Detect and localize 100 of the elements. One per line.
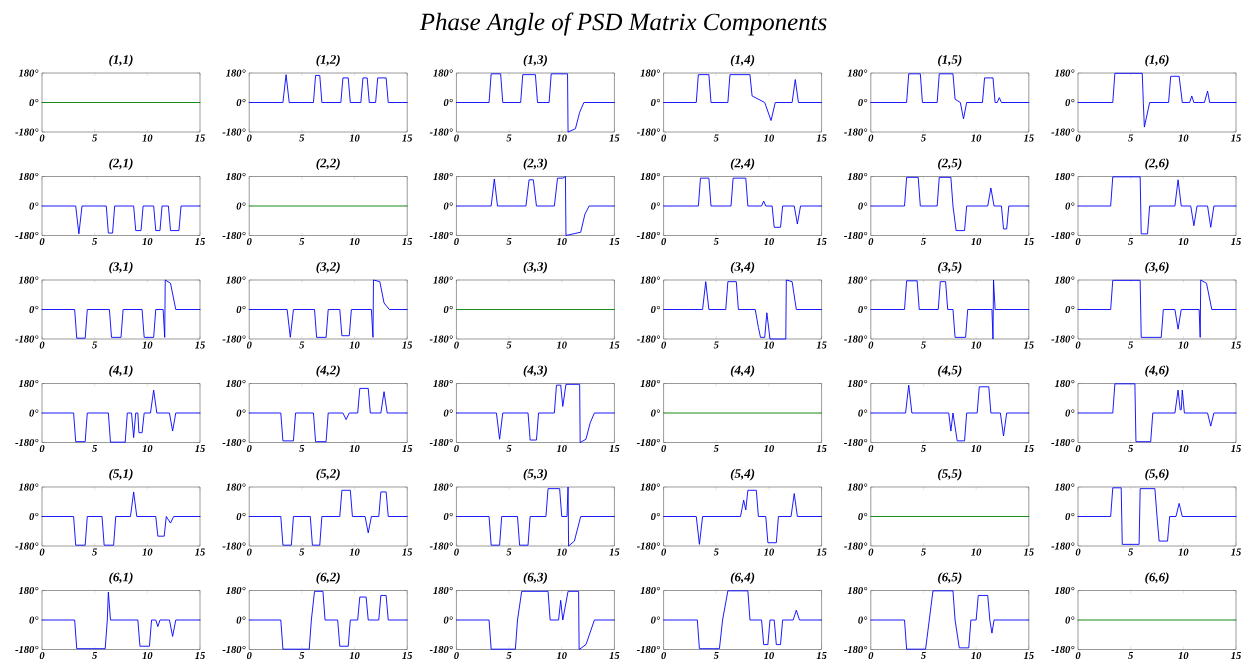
x-tick-label: 10 [971,652,982,660]
y-tick-label: 180° [640,586,661,595]
x-tick-label: 0 [454,548,459,556]
y-tick-label: -180° [1051,335,1075,343]
x-tick-label: 15 [402,445,413,453]
y-tick-label: -180° [15,231,39,240]
x-tick-label: 0 [1075,652,1081,660]
x-tick-label: 0 [661,238,667,246]
line-series [870,73,1030,120]
x-tick-label: 5 [920,548,926,556]
x-tick-label: 5 [713,134,719,142]
chart-title: (5,3) [523,468,547,481]
x-tick-label: 10 [971,238,982,246]
x-tick-label: 10 [349,341,360,349]
x-tick-label: 15 [1231,238,1241,246]
y-tick-label: 0° [29,616,39,624]
y-tick-label: 0° [858,616,868,624]
y-tick-label: -180° [429,335,453,343]
line-series [1077,176,1237,235]
x-tick-label: 5 [920,445,926,452]
x-tick-label: 0 [454,445,459,453]
x-tick-label: 5 [1128,238,1134,245]
y-tick-label: 180° [18,586,39,595]
x-tick-label: 10 [763,445,774,453]
x-tick-label: 15 [609,445,620,453]
x-tick-label: 5 [713,548,719,556]
x-tick-label: 15 [195,652,205,660]
chart-title: (4,1) [109,365,133,377]
x-tick-label: 0 [454,341,459,349]
x-tick-label: 0 [1075,445,1081,453]
y-tick-label: -180° [1051,231,1075,240]
y-tick-label: 0° [236,98,246,107]
line-series [1077,487,1237,545]
x-tick-label: 5 [1128,652,1134,659]
y-tick-label: -180° [636,128,661,136]
y-tick-label: 180° [18,379,39,388]
y-tick-label: 180° [226,172,246,181]
line-series [248,489,408,546]
line-series [248,74,408,103]
x-tick-label: 10 [971,134,982,142]
line-series [1077,279,1237,338]
x-tick-label: 0 [39,548,45,556]
chart-title: (3,5) [938,261,962,274]
x-tick-label: 10 [971,341,982,349]
x-tick-label: 15 [195,341,205,349]
line-series [455,73,615,133]
chart-title: (2,4) [730,158,755,170]
y-tick-label: 180° [847,276,868,284]
y-tick-label: 180° [1054,276,1075,284]
chart-title: (6,3) [523,572,547,584]
x-tick-label: 0 [868,445,874,453]
x-tick-label: 15 [816,445,827,453]
x-tick-label: 0 [661,652,667,660]
chart-title: (4,4) [730,365,755,377]
x-tick-label: 0 [246,652,252,660]
x-tick-label: 15 [609,134,620,142]
x-tick-label: 0 [246,238,252,246]
y-tick-label: 0° [651,98,661,107]
line-series [248,279,408,338]
y-tick-label: 180° [433,172,453,181]
chart-title: (6,2) [316,572,340,584]
chart-title: (2,5) [938,158,962,170]
x-tick-label: 0 [868,652,874,660]
x-tick-label: 0 [246,134,252,142]
x-tick-label: 0 [661,445,667,453]
y-tick-label: 180° [433,586,453,595]
y-tick-label: 180° [847,172,868,181]
y-tick-label: 180° [226,276,246,284]
y-tick-label: 180° [847,586,868,595]
line-series [248,590,408,650]
line-series [663,489,823,545]
y-tick-label: 0° [443,512,453,521]
x-tick-label: 0 [868,238,874,246]
x-tick-label: 10 [142,445,153,453]
y-tick-label: 180° [1054,586,1075,595]
x-tick-label: 0 [661,134,667,142]
x-tick-label: 10 [142,652,153,660]
x-tick-label: 15 [1023,238,1034,246]
y-tick-label: 180° [433,69,453,77]
chart-title: (1,1) [109,54,133,67]
x-tick-label: 10 [349,134,360,142]
y-tick-label: 0° [236,305,246,314]
x-tick-label: 10 [1178,134,1189,142]
y-tick-label: 0° [236,512,246,521]
y-tick-label: -180° [1051,128,1075,136]
y-tick-label: 0° [443,305,453,314]
y-tick-label: -180° [222,645,246,654]
chart-title: (5,5) [938,468,962,481]
y-tick-label: 0° [443,409,453,417]
y-tick-label: 180° [640,276,661,284]
y-tick-label: -180° [15,335,39,343]
y-tick-label: 180° [1054,483,1075,491]
chart-title: (1,2) [316,54,340,67]
x-tick-label: 15 [1023,652,1034,660]
y-tick-label: -180° [222,335,246,343]
chart-title: (5,1) [109,468,133,481]
x-tick-label: 5 [299,238,305,245]
x-tick-label: 0 [1075,341,1081,349]
y-tick-label: 0° [651,202,661,210]
x-tick-label: 5 [92,134,98,142]
